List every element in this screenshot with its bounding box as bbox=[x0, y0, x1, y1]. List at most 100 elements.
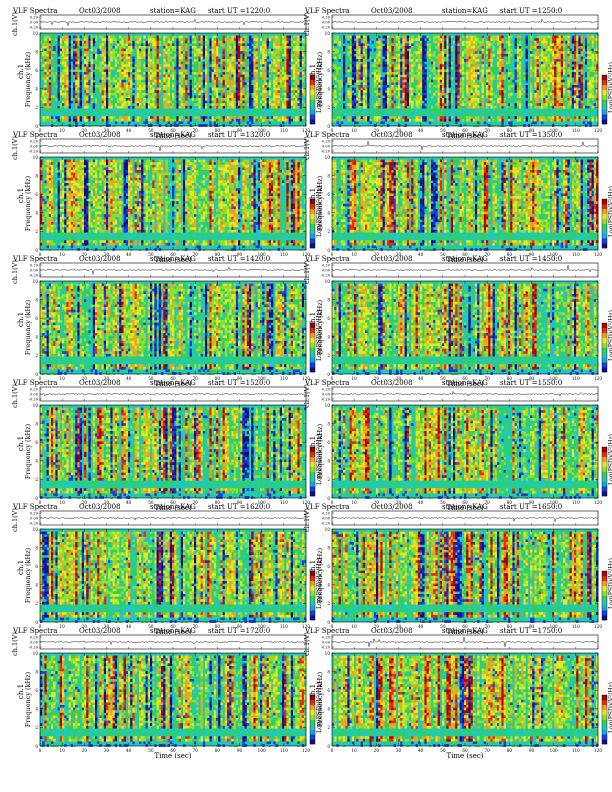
heatmap-cell bbox=[387, 90, 390, 93]
heatmap-cell bbox=[106, 111, 109, 114]
heatmap-cell bbox=[84, 105, 87, 109]
heatmap-cell bbox=[128, 38, 131, 41]
heatmap-cell bbox=[64, 43, 67, 47]
heatmap-cell bbox=[422, 40, 425, 44]
heatmap-cell bbox=[457, 87, 460, 91]
heatmap-cell bbox=[152, 59, 155, 62]
heatmap-cell bbox=[260, 56, 263, 60]
heatmap-cell bbox=[108, 61, 111, 65]
heatmap-cell bbox=[64, 116, 67, 119]
heatmap-cell bbox=[351, 40, 355, 44]
heatmap-cell bbox=[189, 72, 192, 75]
heatmap-cell bbox=[95, 100, 98, 104]
heatmap-cell bbox=[128, 116, 131, 119]
heatmap-cell bbox=[406, 95, 410, 99]
heatmap-cell bbox=[84, 90, 87, 93]
heatmap-cell bbox=[356, 105, 359, 109]
heatmap-cell bbox=[420, 87, 423, 91]
heatmap-cell bbox=[128, 103, 131, 106]
heatmap-cell bbox=[420, 66, 423, 70]
heatmap-cell bbox=[393, 48, 396, 52]
heatmap-cell bbox=[103, 38, 107, 41]
heatmap-cell bbox=[347, 77, 350, 80]
heatmap-cell bbox=[112, 51, 115, 54]
heatmap-cell bbox=[119, 118, 122, 122]
heatmap-cell bbox=[161, 79, 164, 83]
heatmap-cell bbox=[457, 40, 460, 44]
heatmap-cell bbox=[57, 61, 60, 65]
heatmap-cell bbox=[288, 79, 291, 83]
heatmap-cell bbox=[457, 77, 460, 80]
heatmap-cell bbox=[358, 64, 361, 67]
heatmap-cell bbox=[426, 53, 429, 57]
heatmap-cell bbox=[286, 59, 289, 62]
heatmap-cell bbox=[282, 82, 285, 86]
heatmap-cell bbox=[86, 100, 89, 104]
heatmap-cell bbox=[187, 79, 190, 83]
heatmap-cell bbox=[143, 61, 146, 65]
heatmap-cell bbox=[347, 48, 350, 52]
heatmap-cell bbox=[433, 69, 436, 73]
heatmap-cell bbox=[360, 116, 363, 119]
heatmap-cell bbox=[373, 64, 377, 67]
heatmap-cell bbox=[426, 51, 429, 54]
colorbar-swatch bbox=[310, 89, 315, 95]
heatmap-cell bbox=[53, 79, 56, 83]
heatmap-cell bbox=[343, 90, 346, 93]
heatmap-cell bbox=[400, 61, 403, 65]
heatmap-cell bbox=[198, 48, 201, 52]
heatmap-cell bbox=[356, 48, 359, 52]
heatmap-cell bbox=[132, 43, 135, 47]
heatmap-cell bbox=[391, 46, 394, 49]
heatmap-cell bbox=[57, 35, 60, 39]
heatmap-cell bbox=[286, 38, 289, 41]
heatmap-cell bbox=[358, 82, 361, 86]
heatmap-cell bbox=[242, 111, 245, 114]
heatmap-cell bbox=[79, 51, 82, 54]
heatmap-cell bbox=[387, 59, 390, 62]
heatmap-cell bbox=[349, 66, 352, 70]
heatmap-cell bbox=[340, 105, 344, 109]
heatmap-cell bbox=[152, 103, 155, 106]
heatmap-cell bbox=[290, 66, 294, 70]
heatmap-cell bbox=[141, 43, 144, 47]
heatmap-cell bbox=[209, 98, 212, 101]
heatmap-cell bbox=[442, 61, 445, 65]
heatmap-cell bbox=[343, 77, 346, 80]
heatmap-cell bbox=[417, 116, 421, 119]
heatmap-cell bbox=[130, 100, 133, 104]
heatmap-cell bbox=[101, 74, 104, 78]
heatmap-cell bbox=[222, 46, 225, 49]
heatmap-cell bbox=[356, 43, 359, 47]
heatmap-cell bbox=[128, 82, 131, 86]
heatmap-cell bbox=[95, 72, 98, 75]
heatmap-cell bbox=[420, 59, 423, 62]
heatmap-cell bbox=[205, 124, 208, 127]
heatmap-cell bbox=[235, 48, 239, 52]
heatmap-cell bbox=[119, 92, 122, 96]
heatmap-cell bbox=[299, 51, 302, 54]
heatmap-cell bbox=[275, 56, 278, 60]
heatmap-cell bbox=[165, 118, 168, 122]
heatmap-cell bbox=[112, 92, 115, 96]
heatmap-cell bbox=[288, 35, 291, 39]
heatmap-cell bbox=[444, 79, 447, 83]
heatmap-cell bbox=[369, 118, 372, 122]
heatmap-cell bbox=[343, 35, 346, 39]
heatmap-cell bbox=[53, 48, 56, 52]
heatmap-cell bbox=[268, 121, 272, 125]
heatmap-cell bbox=[202, 95, 206, 99]
heatmap-cell bbox=[345, 69, 348, 73]
heatmap-cell bbox=[59, 95, 63, 99]
heatmap-cell bbox=[384, 85, 388, 88]
heatmap-cell bbox=[211, 118, 214, 122]
heatmap-cell bbox=[154, 77, 157, 80]
heatmap-cell bbox=[227, 38, 230, 41]
heatmap-cell bbox=[57, 48, 60, 52]
heatmap-cell bbox=[106, 79, 109, 83]
heatmap-cell bbox=[227, 90, 230, 93]
heatmap-cell bbox=[187, 92, 190, 96]
heatmap-cell bbox=[253, 56, 256, 60]
heatmap-cell bbox=[411, 108, 414, 112]
heatmap-cell bbox=[387, 87, 390, 91]
